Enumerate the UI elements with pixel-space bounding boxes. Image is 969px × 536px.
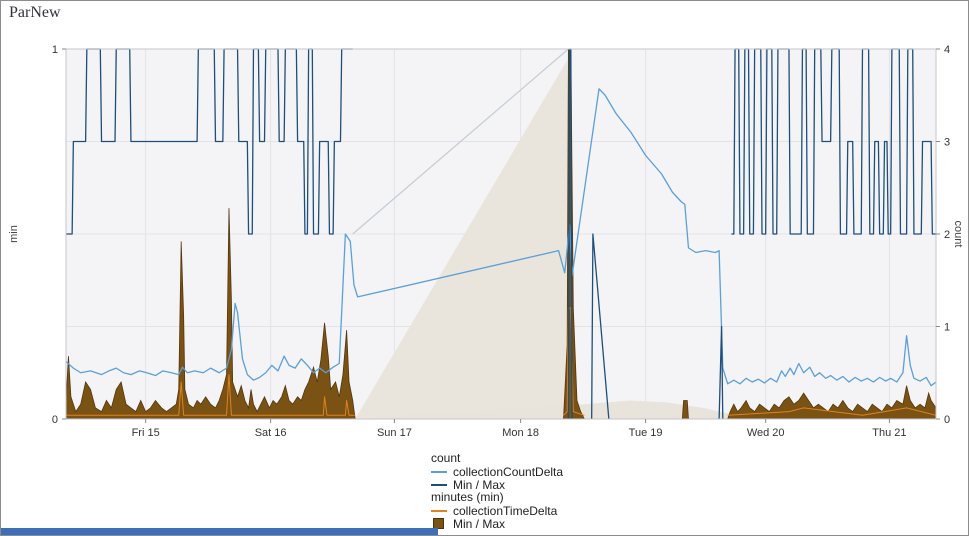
legend-header-count: count [431, 451, 461, 465]
legend-item-count-min-max: Min / Max [431, 477, 563, 492]
svg-text:count: count [952, 221, 964, 248]
legend-label: Min / Max [453, 477, 506, 492]
svg-text:1: 1 [52, 44, 58, 56]
svg-text:0: 0 [944, 414, 950, 426]
legend-item-collection-time-delta: collectionTimeDelta [431, 503, 563, 518]
legend-label: collectionCountDelta [453, 464, 564, 479]
parnew-chart[interactable]: 0 1 2 3 4 0 1 Fri 15 Sat 16 Sun 17 Mon 18 Tue 19 Wed… [1, 1, 969, 446]
legend-item-collection-count-delta: collectionCountDelta [431, 464, 564, 479]
svg-text:Sat 16: Sat 16 [255, 427, 287, 439]
svg-text:Thu 21: Thu 21 [872, 427, 906, 439]
legend-line-swatch-icon [431, 483, 447, 486]
legend-header-minutes: minutes (min) [431, 490, 504, 504]
svg-text:Tue 19: Tue 19 [629, 427, 663, 439]
svg-text:min: min [8, 225, 20, 243]
chart-legend: count collectionCountDelta Min / Max min… [431, 451, 564, 531]
legend-label: collectionTimeDelta [453, 503, 558, 518]
legend-square-swatch-icon [433, 518, 444, 529]
svg-text:0: 0 [52, 414, 58, 426]
svg-text:2: 2 [944, 229, 950, 241]
svg-text:Wed 20: Wed 20 [747, 427, 785, 439]
bottom-scrollbar-thumb[interactable] [1, 528, 438, 535]
svg-text:1: 1 [944, 322, 950, 334]
page-title: ParNew [9, 4, 61, 21]
svg-text:Sun 17: Sun 17 [377, 427, 412, 439]
svg-text:Fri 15: Fri 15 [132, 427, 160, 439]
legend-label: Min / Max [453, 516, 506, 531]
legend-line-swatch-icon [431, 509, 447, 512]
svg-text:4: 4 [944, 44, 950, 56]
legend-line-swatch-icon [431, 470, 447, 473]
svg-text:Mon 18: Mon 18 [502, 427, 539, 439]
legend-item-minutes-min-max: Min / Max [431, 516, 563, 531]
svg-text:3: 3 [944, 137, 950, 149]
